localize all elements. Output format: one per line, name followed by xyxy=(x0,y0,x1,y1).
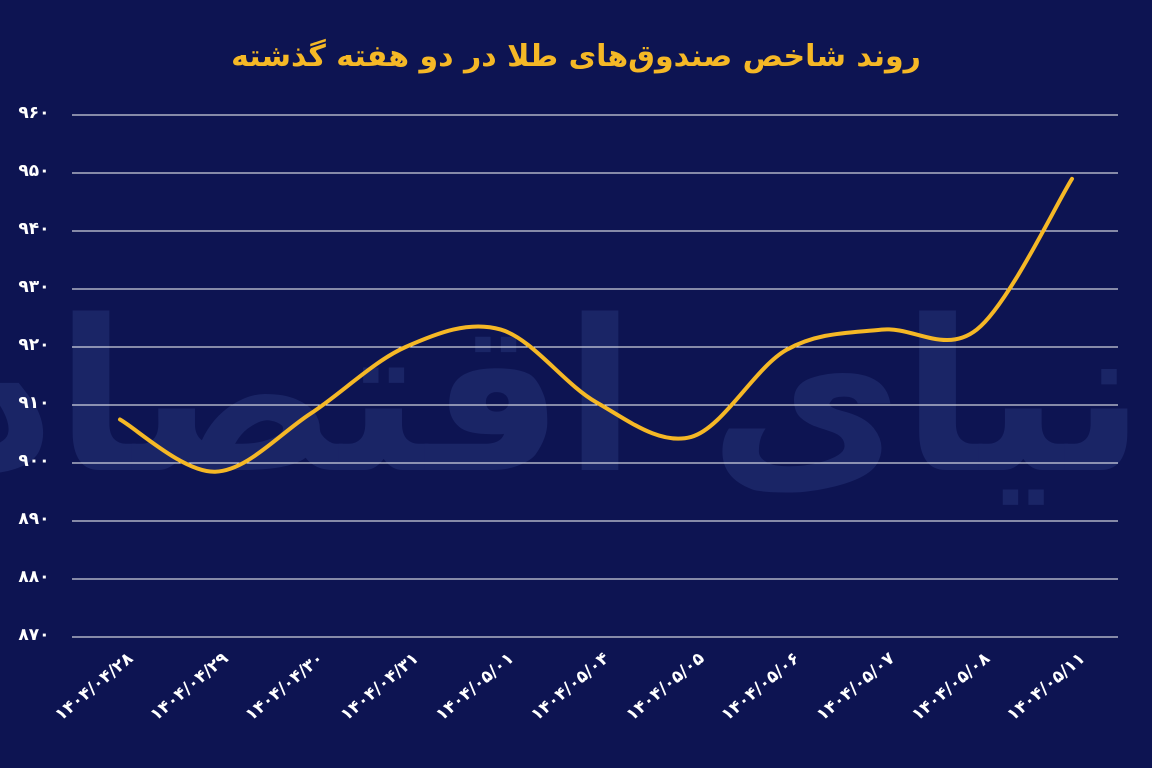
x-tick-label: ۱۴۰۴/۰۴/۳۱ xyxy=(337,649,423,726)
chart-title: روند شاخص صندوق‌های طلا در دو هفته گذشته xyxy=(231,38,921,74)
x-axis-ticks: ۱۴۰۴/۰۴/۲۸ ۱۴۰۴/۰۴/۲۹ ۱۴۰۴/۰۴/۳۰ ۱۴۰۴/۰۴/۳۱… xyxy=(51,648,1089,725)
y-tick-label: ۸۷۰ xyxy=(18,625,49,645)
y-tick-label: ۹۶۰ xyxy=(18,103,49,123)
watermark: دنیای اقتصاد xyxy=(0,275,1152,520)
y-tick-label: ۸۹۰ xyxy=(18,509,49,529)
x-tick-label: ۱۴۰۴/۰۵/۰۷ xyxy=(813,648,899,725)
x-tick-label: ۱۴۰۴/۰۵/۰۶ xyxy=(718,649,804,726)
y-tick-label: ۹۱۰ xyxy=(18,393,49,413)
y-tick-label: ۹۰۰ xyxy=(18,451,49,471)
x-tick-label: ۱۴۰۴/۰۵/۰۵ xyxy=(622,649,708,726)
y-tick-label: ۹۳۰ xyxy=(18,277,49,297)
y-tick-label: ۹۵۰ xyxy=(18,161,49,181)
x-tick-label: ۱۴۰۴/۰۵/۰۴ xyxy=(527,649,613,726)
x-tick-label: ۱۴۰۴/۰۴/۲۹ xyxy=(146,648,232,725)
x-tick-label: ۱۴۰۴/۰۴/۳۰ xyxy=(242,649,328,726)
y-axis-ticks: ۸۷۰ ۸۸۰ ۸۹۰ ۹۰۰ ۹۱۰ ۹۲۰ ۹۳۰ ۹۴۰ ۹۵۰ ۹۶۰ xyxy=(18,103,49,645)
y-tick-label: ۸۸۰ xyxy=(18,567,49,587)
x-tick-label: ۱۴۰۴/۰۴/۲۸ xyxy=(51,648,137,725)
series-line xyxy=(118,176,1074,474)
x-tick-label: ۱۴۰۴/۰۵/۰۱ xyxy=(432,649,518,726)
y-tick-label: ۹۲۰ xyxy=(18,335,49,355)
y-tick-label: ۹۴۰ xyxy=(18,219,49,239)
x-tick-label: ۱۴۰۴/۰۵/۱۱ xyxy=(1003,649,1089,726)
series xyxy=(118,176,1074,474)
x-tick-label: ۱۴۰۴/۰۵/۰۸ xyxy=(908,648,994,725)
